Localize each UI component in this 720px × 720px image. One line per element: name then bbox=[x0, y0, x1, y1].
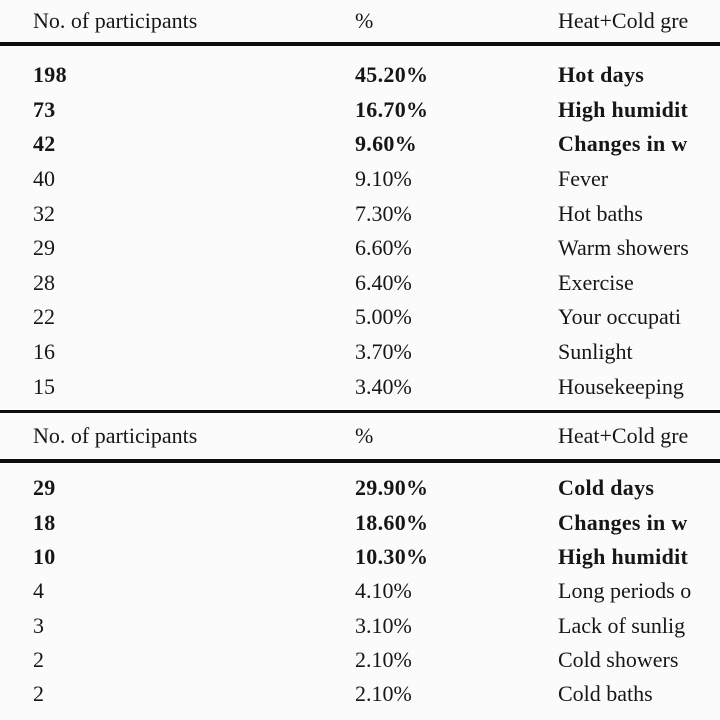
cell-percent: 18.60% bbox=[355, 509, 429, 535]
cell-participants: 16 bbox=[33, 339, 55, 365]
col-header-percent: % bbox=[355, 422, 374, 448]
table-row: 42 9.60% Changes in w bbox=[0, 127, 720, 162]
cell-participants: 2 bbox=[33, 681, 44, 707]
cell-percent: 2.10% bbox=[355, 681, 412, 707]
cell-percent: 16.70% bbox=[355, 96, 429, 122]
col-header-group: Heat+Cold gre bbox=[558, 422, 689, 448]
cell-percent: 6.40% bbox=[355, 269, 412, 295]
cold-triggers-section: No. of participants % Heat+Cold gre 29 29… bbox=[0, 409, 720, 712]
cell-participants: 29 bbox=[33, 235, 55, 261]
table-body: 198 45.20% Hot days 73 16.70% High humidit 42 9… bbox=[0, 46, 720, 404]
cell-trigger: Changes in w bbox=[558, 131, 688, 157]
cell-trigger: Cold baths bbox=[558, 681, 653, 707]
cell-participants: 15 bbox=[33, 373, 55, 399]
cell-percent: 3.70% bbox=[355, 339, 412, 365]
cell-participants: 22 bbox=[33, 304, 55, 330]
cell-trigger: Cold days bbox=[558, 475, 655, 501]
cell-participants: 28 bbox=[33, 269, 55, 295]
cell-trigger: Fever bbox=[558, 166, 609, 192]
cell-participants: 198 bbox=[33, 62, 67, 88]
cell-trigger: Sunlight bbox=[558, 339, 633, 365]
cell-percent: 9.60% bbox=[355, 131, 417, 157]
table-row: 16 3.70% Sunlight bbox=[0, 335, 720, 370]
cell-percent: 3.10% bbox=[355, 612, 412, 638]
cell-trigger: Cold showers bbox=[558, 647, 679, 673]
cell-trigger: Housekeeping bbox=[558, 373, 684, 399]
cell-percent: 6.60% bbox=[355, 235, 412, 261]
cell-trigger: High humidit bbox=[558, 543, 689, 569]
table-row: 29 6.60% Warm showers bbox=[0, 231, 720, 266]
cell-percent: 3.40% bbox=[355, 373, 412, 399]
cell-percent: 5.00% bbox=[355, 304, 412, 330]
table-row: 18 18.60% Changes in w bbox=[0, 505, 720, 539]
cell-participants: 18 bbox=[33, 509, 56, 535]
col-header-participants: No. of participants bbox=[33, 8, 198, 33]
table-row: 10 10.30% High humidit bbox=[0, 540, 720, 574]
cell-trigger: High humidit bbox=[558, 96, 689, 122]
section-divider-rule bbox=[0, 409, 720, 413]
table-row: 2 2.10% Cold baths bbox=[0, 677, 720, 711]
table-body: 29 29.90% Cold days 18 18.60% Changes in w 10 1… bbox=[0, 463, 720, 712]
table-row: 29 29.90% Cold days bbox=[0, 471, 720, 505]
cell-participants: 4 bbox=[33, 578, 44, 604]
table-row: 28 6.40% Exercise bbox=[0, 266, 720, 301]
table-row: 2 2.10% Cold showers bbox=[0, 643, 720, 677]
cell-percent: 45.20% bbox=[355, 62, 429, 88]
cell-participants: 73 bbox=[33, 96, 56, 122]
cell-trigger: Hot days bbox=[558, 62, 645, 88]
cell-participants: 32 bbox=[33, 200, 55, 226]
cell-percent: 4.10% bbox=[355, 578, 412, 604]
cell-trigger: Exercise bbox=[558, 269, 634, 295]
col-header-percent: % bbox=[355, 8, 374, 33]
cell-trigger: Warm showers bbox=[558, 235, 689, 261]
table-row: 40 9.10% Fever bbox=[0, 162, 720, 197]
cell-trigger: Hot baths bbox=[558, 200, 643, 226]
table-row: 198 45.20% Hot days bbox=[0, 58, 720, 93]
cell-participants: 2 bbox=[33, 647, 44, 673]
col-header-group: Heat+Cold gre bbox=[558, 8, 689, 33]
table-row: 3 3.10% Lack of sunlig bbox=[0, 609, 720, 643]
cell-participants: 40 bbox=[33, 166, 55, 192]
table-row: 73 16.70% High humidit bbox=[0, 93, 720, 128]
cell-percent: 10.30% bbox=[355, 543, 429, 569]
heat-triggers-section: No. of participants % Heat+Cold gre 198 4… bbox=[0, 0, 720, 404]
table-row: 22 5.00% Your occupati bbox=[0, 300, 720, 335]
cell-percent: 29.90% bbox=[355, 475, 429, 501]
cell-participants: 3 bbox=[33, 612, 44, 638]
header-divider-rule bbox=[0, 42, 720, 46]
cell-percent: 9.10% bbox=[355, 166, 412, 192]
cell-participants: 29 bbox=[33, 475, 56, 501]
cell-trigger: Long periods o bbox=[558, 578, 692, 604]
cell-percent: 7.30% bbox=[355, 200, 412, 226]
table-row: 4 4.10% Long periods o bbox=[0, 574, 720, 608]
table-row: 32 7.30% Hot baths bbox=[0, 196, 720, 231]
table-header: No. of participants % Heat+Cold gre bbox=[0, 413, 720, 459]
table-row: 15 3.40% Housekeeping bbox=[0, 369, 720, 404]
cell-participants: 10 bbox=[33, 543, 56, 569]
cell-percent: 2.10% bbox=[355, 647, 412, 673]
table-header: No. of participants % Heat+Cold gre bbox=[0, 0, 720, 42]
cell-trigger: Changes in w bbox=[558, 509, 688, 535]
cell-trigger: Your occupati bbox=[558, 304, 682, 330]
cell-trigger: Lack of sunlig bbox=[558, 612, 686, 638]
cell-participants: 42 bbox=[33, 131, 56, 157]
col-header-participants: No. of participants bbox=[33, 422, 198, 448]
header-divider-rule bbox=[0, 458, 720, 463]
